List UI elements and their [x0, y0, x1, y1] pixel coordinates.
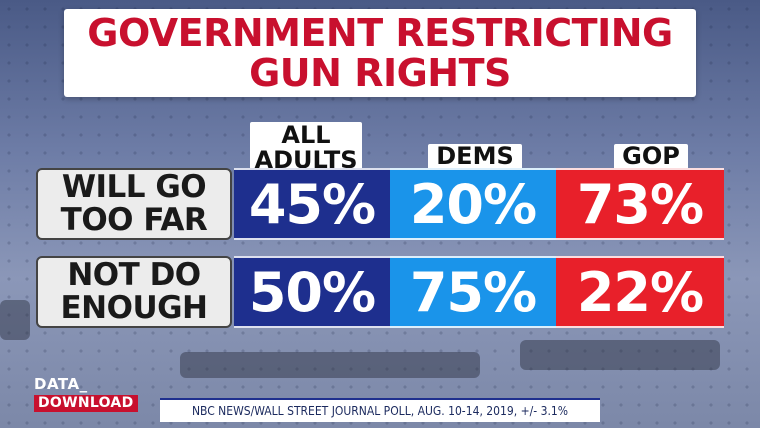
- column-header-line: ALL: [281, 121, 331, 149]
- cell-too-far-all-adults: 45%: [234, 168, 390, 240]
- title-line-2: GUN RIGHTS: [249, 51, 511, 95]
- row-label-line: WILL GO: [61, 169, 207, 205]
- row-label-line: TOO FAR: [60, 202, 208, 238]
- cell-too-far-gop: 73%: [556, 168, 724, 240]
- column-header-line: GOP: [622, 142, 680, 170]
- background-rifle-shape: [180, 352, 480, 378]
- data-download-logo: DATA_ DOWNLOAD: [34, 376, 138, 412]
- logo-bottom-text: DOWNLOAD: [34, 395, 138, 412]
- cell-too-far-dems: 20%: [390, 168, 556, 240]
- cell-not-enough-gop: 22%: [556, 256, 724, 328]
- background-rifle-shape: [520, 340, 720, 370]
- row-label-not-do-enough: NOT DO ENOUGH: [36, 256, 232, 328]
- cell-not-enough-all-adults: 50%: [234, 256, 390, 328]
- column-header-gop: GOP: [614, 144, 688, 171]
- row-label-will-go-too-far: WILL GO TOO FAR: [36, 168, 232, 240]
- title-line-1: GOVERNMENT RESTRICTING: [87, 11, 673, 55]
- row-label-line: ENOUGH: [60, 290, 208, 326]
- column-header-line: DEMS: [436, 142, 514, 170]
- row-label-line: NOT DO: [67, 257, 201, 293]
- background-rifle-shape: [0, 300, 30, 340]
- logo-top-text: DATA_: [34, 375, 88, 393]
- column-header-dems: DEMS: [428, 144, 522, 171]
- title-box: GOVERNMENT RESTRICTING GUN RIGHTS: [64, 9, 696, 97]
- cell-not-enough-dems: 75%: [390, 256, 556, 328]
- source-caption: NBC NEWS/WALL STREET JOURNAL POLL, AUG. …: [160, 398, 600, 422]
